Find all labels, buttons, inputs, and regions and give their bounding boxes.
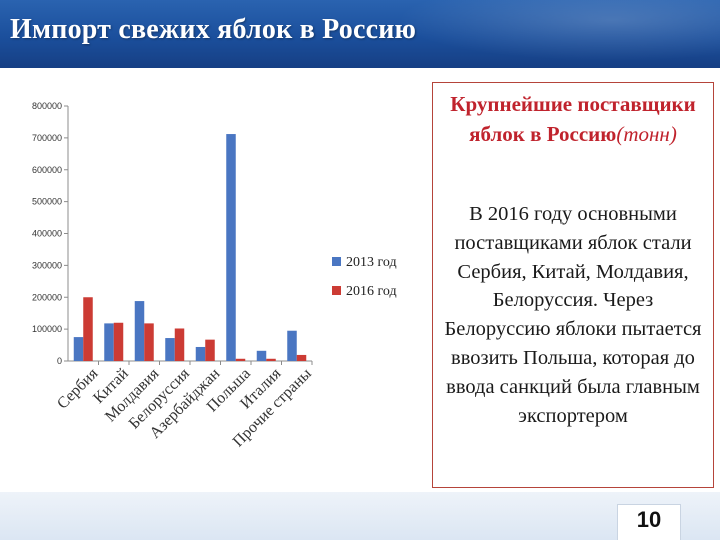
y-tick-label: 200000 — [32, 292, 62, 302]
bar-series-2 — [113, 322, 124, 361]
y-tick-label: 0 — [57, 356, 62, 366]
side-heading: Крупнейшие поставщики яблок в Россию(тон… — [433, 89, 713, 149]
bar-series-2 — [266, 358, 276, 361]
y-tick-label: 300000 — [32, 260, 62, 270]
bar-series-2 — [205, 339, 215, 361]
y-tick-label: 500000 — [32, 197, 62, 207]
page-number-box — [617, 504, 681, 540]
legend-label: 2016 год — [346, 284, 397, 299]
bar-series-2 — [296, 354, 307, 361]
slide-title: Импорт свежих яблок в Россию — [10, 14, 417, 45]
bar-series-1 — [165, 338, 175, 361]
footer-bar — [0, 492, 720, 540]
y-tick-label: 600000 — [32, 165, 62, 175]
bar-series-1 — [134, 301, 145, 361]
x-category-label: Сербия — [54, 365, 102, 413]
suppliers-text-box: Крупнейшие поставщики яблок в Россию(тон… — [432, 82, 714, 488]
bar-series-1 — [287, 330, 297, 361]
legend-swatch — [332, 257, 341, 266]
bar-series-1 — [73, 337, 84, 361]
y-tick-label: 100000 — [32, 324, 62, 334]
y-tick-label: 400000 — [32, 229, 62, 239]
side-heading-unit: (тонн) — [616, 122, 677, 146]
bar-series-2 — [144, 323, 154, 361]
bar-series-1 — [226, 134, 236, 361]
y-tick-label: 800000 — [32, 101, 62, 111]
title-bar: Импорт свежих яблок в Россию — [0, 0, 720, 68]
legend-swatch — [332, 286, 341, 295]
title-decoration — [360, 0, 720, 68]
bar-chart: 0 100000 200000 300000 400000 500000 600000 700… — [32, 101, 397, 450]
bar-series-1 — [195, 346, 206, 361]
bar-series-2 — [174, 328, 185, 361]
side-heading-main: Крупнейшие поставщики яблок в Россию — [450, 92, 696, 146]
side-body-text: В 2016 году основными поставщиками яблок… — [444, 203, 702, 427]
legend-label: 2013 год — [346, 255, 397, 270]
y-tick-label: 700000 — [32, 133, 62, 143]
bar-series-2 — [235, 358, 246, 361]
bar-series-2 — [83, 297, 93, 361]
page-number: 10 — [636, 507, 662, 532]
bar-series-1 — [104, 323, 114, 361]
bar-series-1 — [256, 350, 267, 361]
